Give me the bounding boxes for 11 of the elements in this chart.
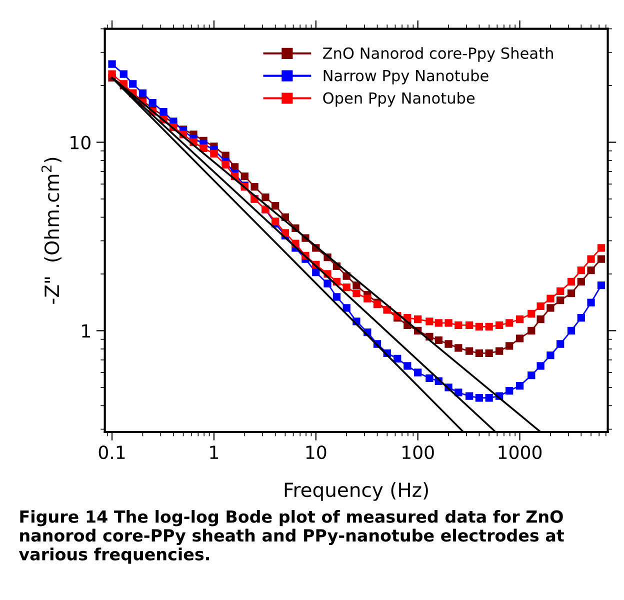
- y-axis-title: -Z" (Ohm.cm$^{2}$): [41, 158, 62, 304]
- legend-label: Open Ppy Nanotube: [323, 92, 475, 107]
- caption: Figure 14 The log-log Bode plot of measured data for ZnO nanorod core-PPy sheath and PPy-nanotube electrodes at various frequencies.: [18, 510, 564, 564]
- legend-label: ZnO Nanorod core-Ppy Sheath: [323, 47, 553, 62]
- legend-label: Narrow Ppy Nanotube: [324, 70, 488, 84]
- x-tick-label: 1: [210, 446, 218, 459]
- x-tick-label: 10: [306, 446, 326, 460]
- x-tick-label: 1000: [498, 446, 542, 460]
- x-tick-label: 0.1: [98, 446, 125, 460]
- x-axis-title: Frequency (Hz): [284, 482, 428, 501]
- x-tick-label: 100: [402, 446, 434, 460]
